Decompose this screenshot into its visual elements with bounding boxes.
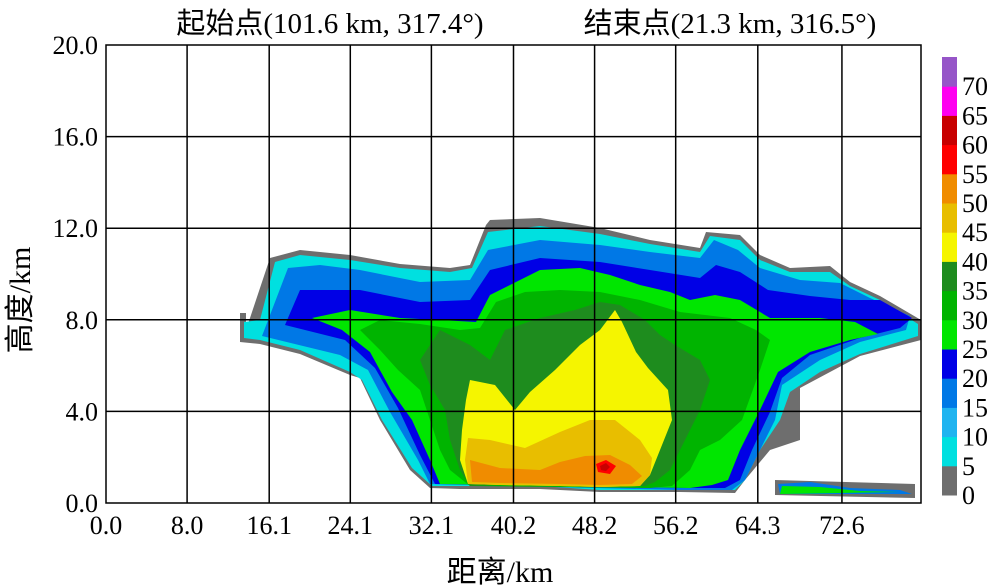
echo-level-25-patch [780,486,900,494]
colorbar-swatch [942,261,957,292]
colorbar-label: 30 [962,306,988,335]
x-tick-label: 8.0 [171,511,204,540]
colorbar-label: 35 [962,277,988,306]
colorbar-swatch [942,465,957,496]
colorbar-swatch [942,173,957,204]
y-tick-label: 12.0 [53,214,99,243]
x-tick-label: 0.0 [90,511,123,540]
x-tick-label: 40.2 [491,511,537,540]
title-end-point: 结束点(21.3 km, 316.5°) [584,7,877,40]
colorbar-label: 60 [962,131,988,160]
x-tick-label: 24.1 [328,511,374,540]
colorbar-label: 65 [962,101,988,130]
y-axis-ticks: 0.0 4.0 8.0 12.0 16.0 20.0 [53,31,99,518]
title-start-point: 起始点(101.6 km, 317.4°) [176,7,483,40]
colorbar-label: 10 [962,423,988,452]
plot-frame [105,44,922,504]
colorbar-swatch [942,349,957,379]
colorbar-swatch [942,232,957,262]
x-tick-label: 72.6 [819,511,865,540]
y-tick-label: 16.0 [53,123,99,152]
colorbar-swatch [942,203,957,233]
grid [106,45,921,503]
y-tick-label: 8.0 [66,306,99,335]
y-tick-label: 4.0 [66,397,99,426]
colorbar-swatch [942,378,957,408]
x-tick-label: 56.2 [653,511,699,540]
colorbar-label: 25 [962,335,988,364]
colorbar-swatch [942,319,957,350]
colorbar-swatch [942,86,957,116]
echo-level-60 [600,463,610,471]
colorbar-swatch [942,115,957,146]
colorbar-label: 15 [962,393,988,422]
x-tick-label: 48.2 [572,511,618,540]
y-tick-label: 20.0 [53,31,99,60]
colorbar-label: 40 [962,247,988,276]
colorbar-label: 0 [962,481,975,510]
x-tick-label: 32.1 [409,511,455,540]
y-tick-label: 0.0 [66,489,99,518]
colorbar-swatch [942,290,957,321]
x-tick-label: 16.1 [246,511,292,540]
colorbar-swatch [942,144,957,175]
colorbar-label: 20 [962,364,988,393]
colorbar-swatch [942,57,957,87]
x-tick-label: 64.3 [735,511,781,540]
colorbar-swatch [942,436,957,467]
colorbar-label: 45 [962,218,988,247]
colorbar-label: 70 [962,72,988,101]
x-axis-ticks: 0.0 8.0 16.1 24.1 32.1 40.2 48.2 56.2 64.3 72.6 [90,511,865,540]
x-axis-label: 距离/km [447,556,554,587]
colorbar-label: 55 [962,160,988,189]
y-axis-label: 高度/km [4,247,37,354]
colorbar-swatch [942,407,957,438]
colorbar-label: 5 [962,452,975,481]
colorbar-label: 50 [962,189,988,218]
